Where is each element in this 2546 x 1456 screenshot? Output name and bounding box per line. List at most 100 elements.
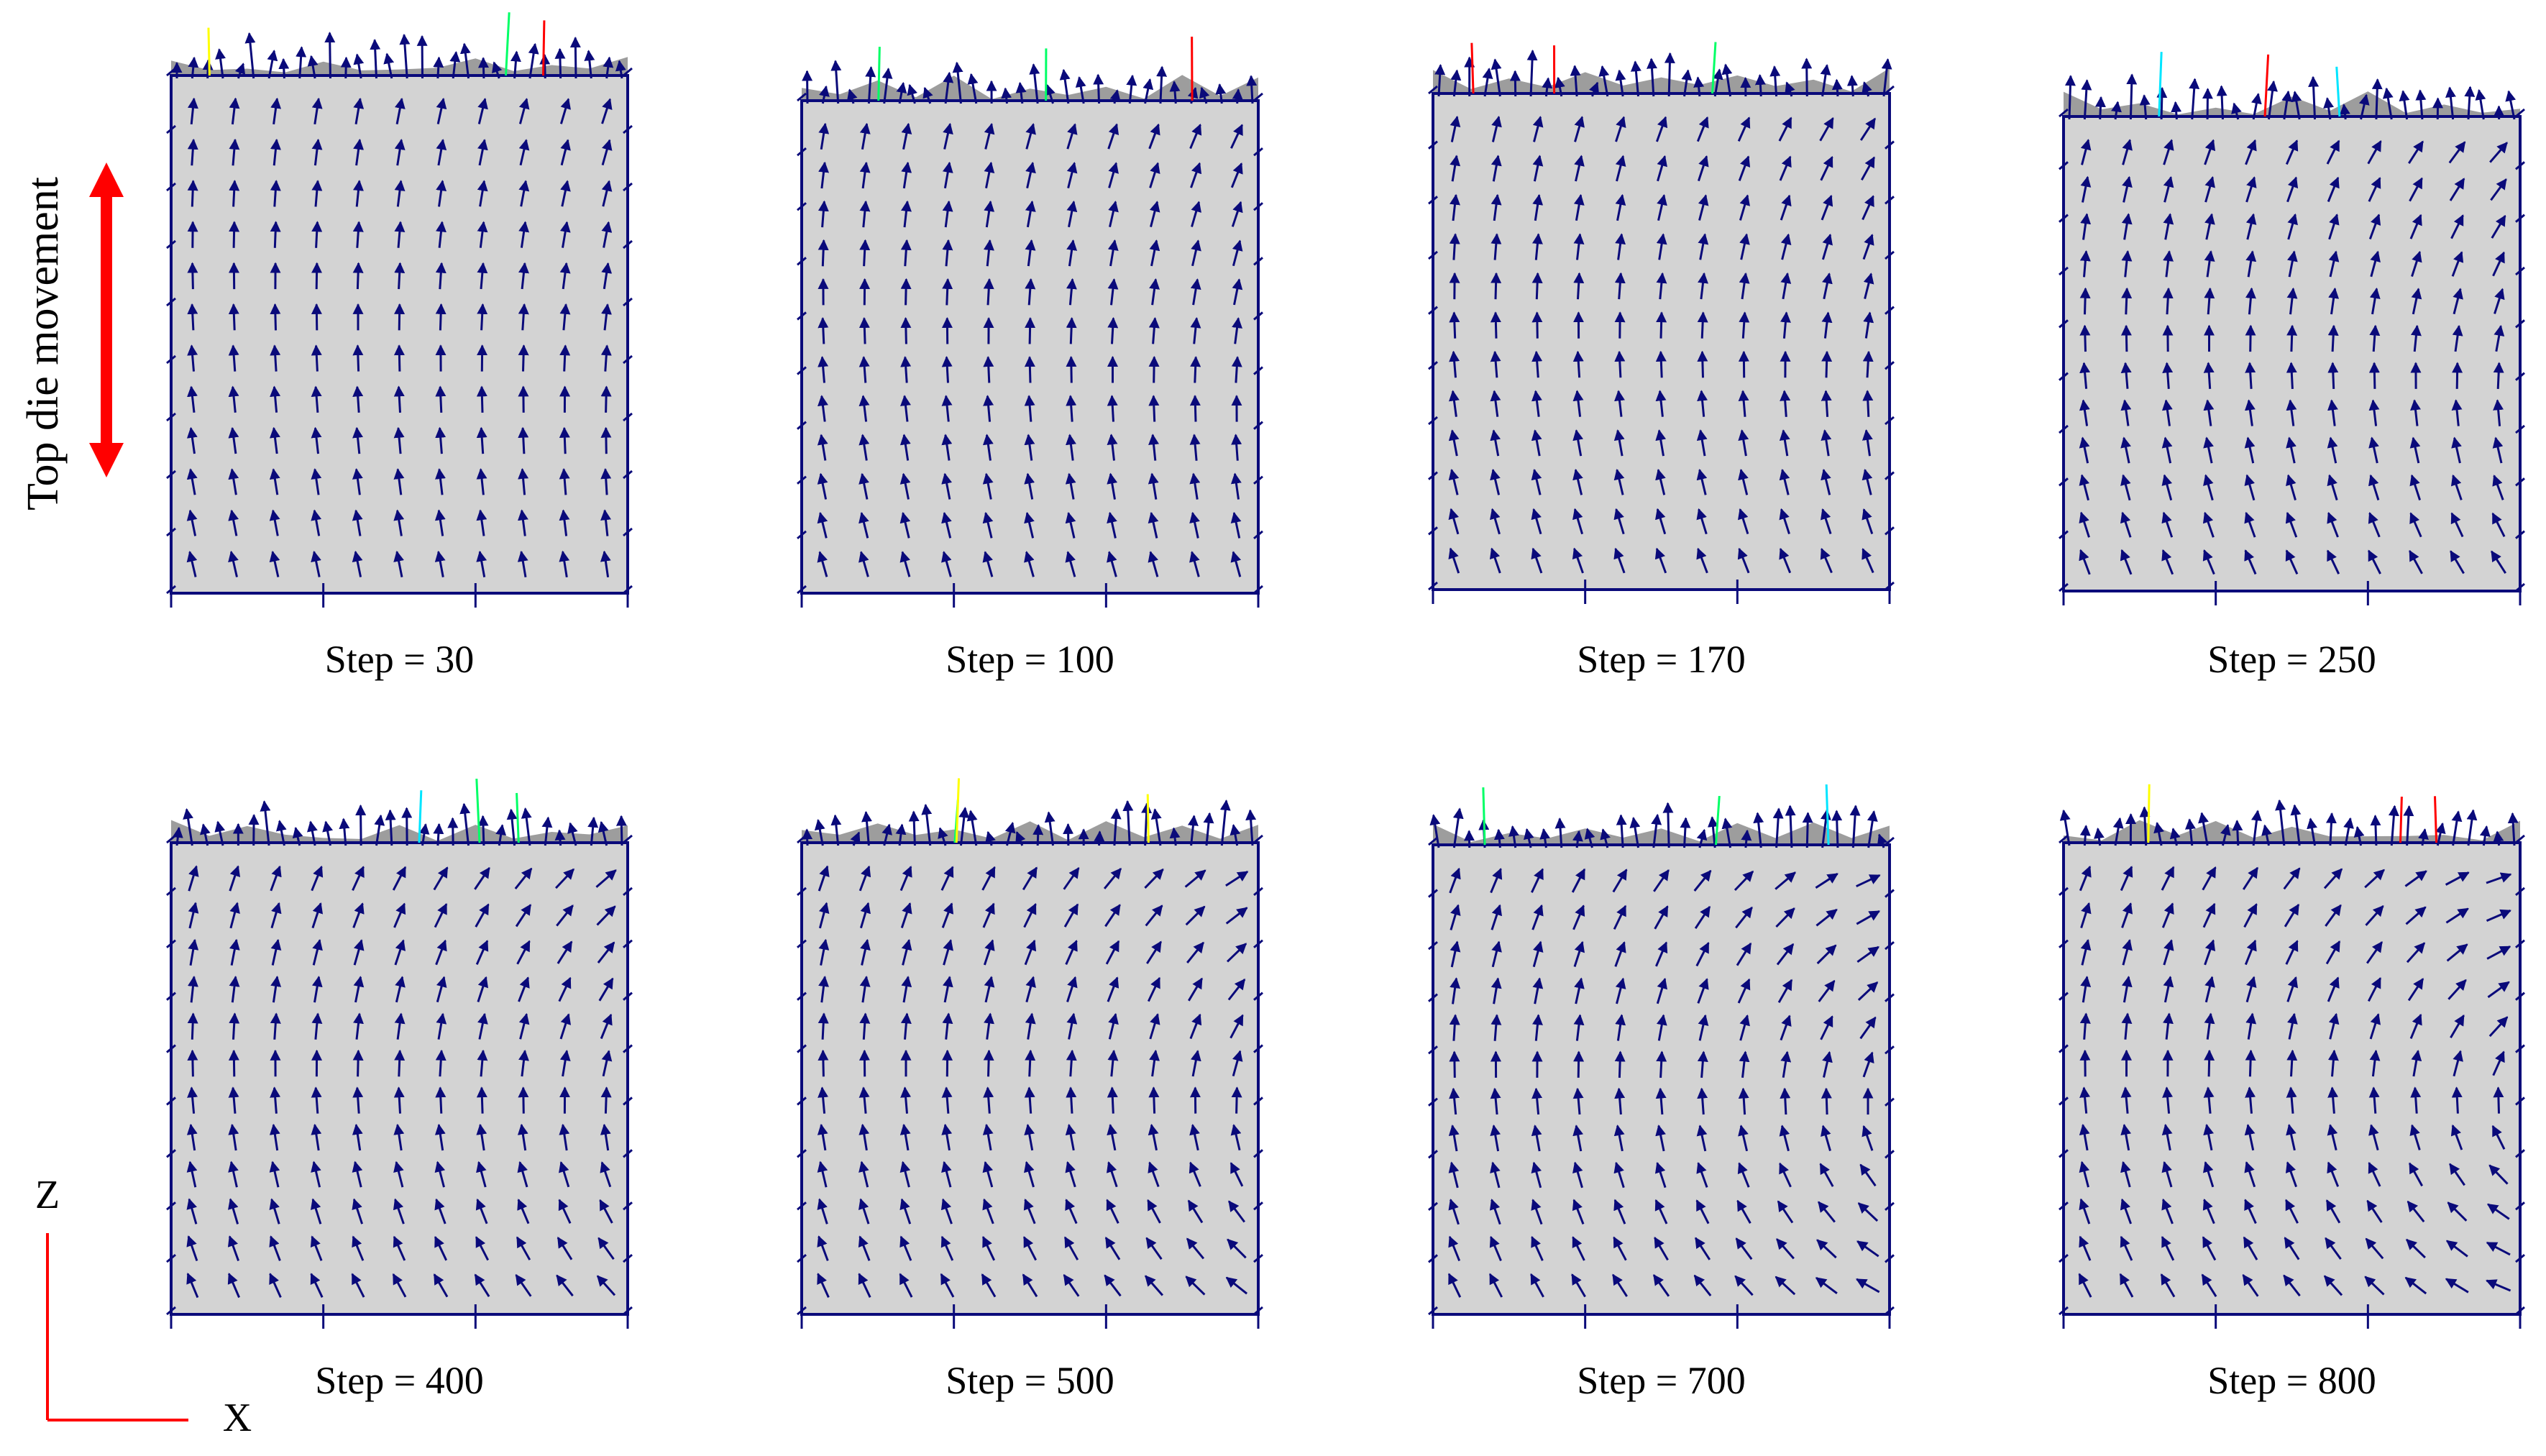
velocity-vector [1615, 233, 1626, 260]
surface-vector [307, 820, 318, 846]
velocity-vector [1104, 1237, 1121, 1260]
velocity-vector [859, 239, 871, 267]
velocity-vector [859, 1012, 871, 1040]
right-edge-vector [1253, 834, 1263, 844]
left-edge-vector [797, 257, 807, 266]
left-edge-vector [797, 421, 807, 430]
velocity-vector [1191, 201, 1201, 227]
velocity-vector [2245, 287, 2256, 315]
panel-step-250: Step = 250 [2059, 52, 2525, 681]
velocity-vector [1697, 311, 1708, 339]
surface-vector [1680, 817, 1691, 848]
velocity-vector [858, 356, 870, 383]
velocity-vector [228, 1160, 239, 1188]
velocity-vector [1107, 1086, 1118, 1114]
surface-vector [188, 56, 199, 79]
velocity-vector [2163, 213, 2174, 240]
velocity-vector [2121, 287, 2133, 315]
velocity-vector [941, 472, 953, 500]
surface-vector [353, 53, 365, 79]
left-edge-vector [1428, 471, 1438, 480]
velocity-vector [311, 509, 322, 536]
surface-vector [1004, 822, 1016, 846]
velocity-vector [1107, 317, 1119, 344]
velocity-vector [1107, 123, 1119, 150]
velocity-vector [186, 1198, 198, 1224]
velocity-vector [1189, 434, 1201, 461]
velocity-vector [2327, 324, 2339, 352]
step-caption: Step = 250 [2207, 638, 2376, 681]
velocity-vector [433, 1273, 449, 1298]
velocity-vector [1106, 1199, 1119, 1224]
velocity-vector [1025, 123, 1036, 150]
velocity-vector [1025, 1049, 1036, 1077]
velocity-vector [942, 161, 953, 189]
velocity-vector [1613, 905, 1627, 930]
velocity-vector [2122, 175, 2133, 203]
surface-vector [1769, 65, 1781, 97]
velocity-vector [475, 1198, 488, 1224]
velocity-vector [1063, 866, 1080, 890]
velocity-vector [858, 1273, 871, 1298]
velocity-vector [942, 976, 953, 1003]
velocity-vector [187, 303, 198, 331]
velocity-vector [1025, 278, 1036, 306]
velocity-vector [982, 472, 994, 500]
surface-vector [1802, 812, 1813, 848]
velocity-vector [1066, 162, 1078, 188]
velocity-vector [2121, 213, 2133, 240]
velocity-vector [1147, 1199, 1161, 1224]
velocity-vector [270, 97, 282, 125]
velocity-vector [2286, 287, 2298, 315]
velocity-vector [901, 200, 912, 228]
velocity-vector [859, 200, 871, 228]
velocity-vector [1780, 390, 1791, 417]
velocity-vector [269, 1198, 280, 1224]
velocity-vector [556, 905, 574, 927]
velocity-vector [2245, 250, 2257, 278]
velocity-vector [559, 262, 571, 290]
surface-vector [1203, 812, 1214, 846]
velocity-vector [1738, 429, 1749, 457]
right-edge-vector [1253, 92, 1263, 102]
velocity-vector [2163, 250, 2174, 278]
velocity-vector [1107, 472, 1118, 500]
surface-vector [567, 822, 578, 846]
velocity-vector [1531, 429, 1542, 457]
velocity-vector [353, 97, 365, 124]
velocity-vector [1572, 468, 1583, 495]
velocity-vector [817, 434, 828, 461]
velocity-vector [941, 902, 954, 928]
velocity-vector [2161, 511, 2174, 538]
velocity-vector [559, 1123, 570, 1151]
velocity-vector [352, 1123, 363, 1151]
velocity-vector [1615, 116, 1626, 142]
surface-vector [1509, 70, 1521, 97]
velocity-vector [1779, 155, 1792, 181]
velocity-vector [1573, 1050, 1585, 1078]
right-edge-vector [623, 1253, 633, 1263]
velocity-vector [2079, 287, 2091, 315]
velocity-vector [475, 1236, 490, 1261]
surface-vector [819, 85, 830, 104]
velocity-vector [598, 977, 614, 1002]
velocity-vector [1737, 547, 1750, 574]
velocity-vector [600, 550, 611, 578]
right-edge-vector [1253, 1096, 1263, 1106]
velocity-vector [1490, 904, 1503, 930]
velocity-vector [1107, 1049, 1119, 1077]
surface-vector [1681, 69, 1693, 97]
velocity-vector [1066, 434, 1076, 461]
right-edge-vector [623, 470, 633, 480]
velocity-vector [1107, 511, 1117, 539]
velocity-vector [1104, 1274, 1122, 1297]
velocity-vector [1189, 395, 1201, 422]
surface-vector [2358, 93, 2370, 120]
velocity-vector [188, 976, 198, 1003]
velocity-vector [394, 180, 406, 207]
velocity-vector [229, 1012, 240, 1040]
velocity-vector [393, 509, 405, 536]
velocity-vector [817, 472, 828, 500]
velocity-vector [311, 262, 323, 290]
velocity-vector [1448, 429, 1460, 457]
